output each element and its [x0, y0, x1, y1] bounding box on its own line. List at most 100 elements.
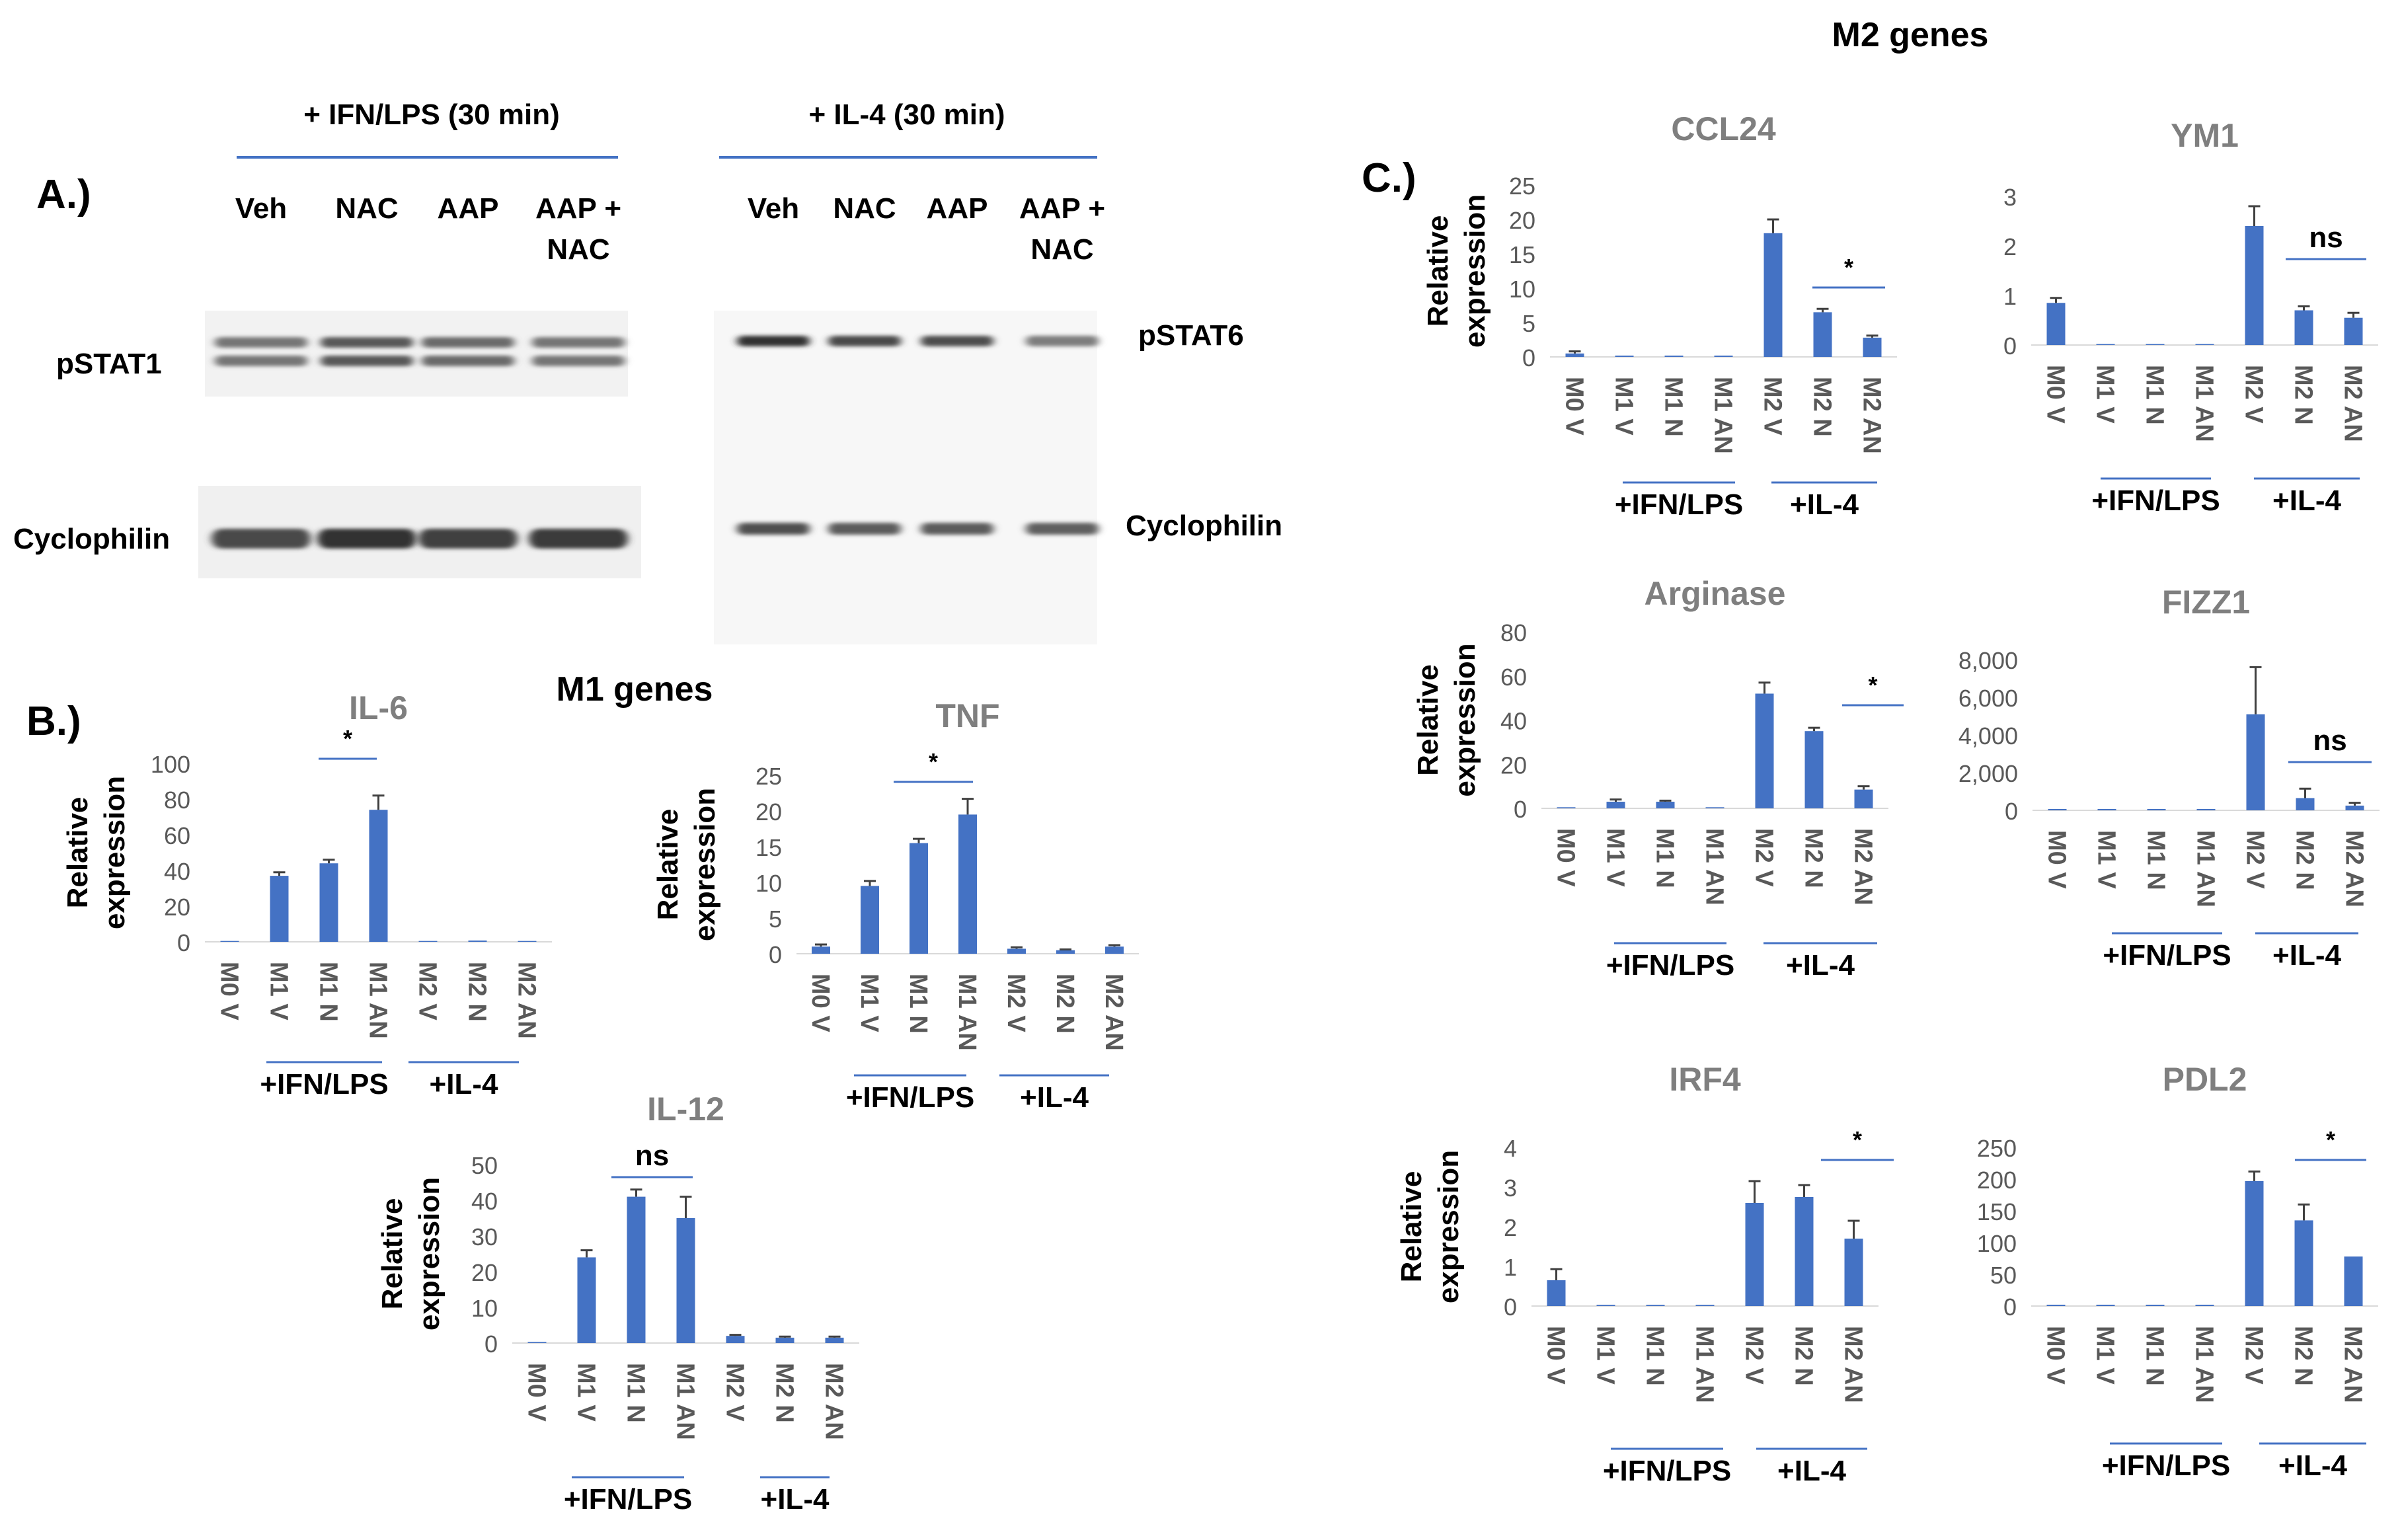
- bar: [220, 941, 239, 942]
- significance-label: ns: [635, 1139, 669, 1172]
- bar: [1844, 1239, 1863, 1306]
- cyclophilin-left-label: Cyclophilin: [13, 523, 170, 555]
- x-tick-label: M2 V: [721, 1363, 749, 1422]
- x-tick-label: M0 V: [1561, 377, 1588, 436]
- x-tick-label: M1 N: [904, 974, 932, 1034]
- chart-fizz1: FIZZ1 0 2,000 4,000 6,000 8,000 M0 V M1 V M1 N M1…: [1958, 584, 2380, 972]
- y-tick-label: 10: [471, 1295, 498, 1322]
- cyclophilin-left-band: [317, 529, 416, 549]
- bar: [1646, 1305, 1665, 1306]
- y-tick-label: 60: [164, 822, 190, 849]
- pstat6-band: [921, 336, 993, 346]
- chart-irf4: IRF4 Relative expression 0 1 2 3 4 M0 V M1 V M1 N M…: [1395, 1061, 1894, 1487]
- x-tick-label: M2 AN: [1849, 828, 1877, 905]
- x-tick-label: M2 AN: [2339, 365, 2367, 442]
- bar: [1606, 801, 1625, 808]
- y-tick-label: 4: [1504, 1135, 1517, 1162]
- x-tick-label: M0 V: [2042, 1326, 2070, 1385]
- group-label: +IFN/LPS: [846, 1081, 974, 1114]
- y-tick-label: 0: [1504, 1293, 1517, 1321]
- x-tick-label: M1 V: [855, 974, 883, 1032]
- x-tick-label: M1 AN: [2190, 1326, 2218, 1403]
- pstat1-band-upper: [321, 337, 413, 348]
- y-tick-label: 4,000: [1958, 722, 2018, 750]
- cyclophilin-right-band: [828, 523, 901, 535]
- x-tick-label: M1 N: [315, 962, 342, 1022]
- chart-pdl2: PDL2 0 50 100 150 200 250 M0 V M1 V M1 N M1 AN M2 V…: [1977, 1061, 2378, 1482]
- chart-title: Arginase: [1645, 575, 1786, 612]
- significance-label: *: [929, 748, 938, 775]
- y-tick-label: 5: [1522, 310, 1535, 337]
- bar: [2246, 714, 2265, 810]
- x-tick-label: M2 N: [2290, 1326, 2317, 1386]
- x-tick-label: M2 V: [414, 962, 442, 1020]
- significance-label: ns: [2309, 221, 2343, 254]
- bar: [270, 876, 289, 942]
- chart-title: PDL2: [2163, 1061, 2247, 1098]
- x-tick-label: M2 N: [2291, 830, 2319, 890]
- x-tick-label: M2 N: [2290, 365, 2317, 425]
- y-tick-label: 15: [1509, 241, 1535, 268]
- y-axis-label: Relative expression: [1422, 194, 1491, 348]
- bar: [577, 1257, 596, 1343]
- bar: [2046, 303, 2066, 345]
- bar: [910, 843, 928, 954]
- y-tick-label: 25: [1509, 173, 1535, 200]
- x-tick-label: M1 V: [2091, 1326, 2119, 1385]
- x-tick-label: M1 AN: [2190, 365, 2218, 442]
- pstat1-band-lower: [532, 356, 625, 366]
- lane-label-right: Veh: [748, 192, 799, 225]
- x-tick-label: M0 V: [1552, 828, 1580, 887]
- bar: [2195, 1305, 2214, 1306]
- y-tick-label: 2: [1504, 1214, 1517, 1241]
- bar: [1565, 353, 1584, 357]
- bar: [2048, 809, 2067, 810]
- chart-title: IL-6: [349, 689, 408, 726]
- y-tick-label: 5: [769, 905, 782, 933]
- y-tick-label: 0: [1522, 344, 1535, 371]
- x-tick-label: M2 V: [2240, 1326, 2268, 1385]
- group-label: +IL-4: [1777, 1455, 1846, 1487]
- bar: [2294, 310, 2313, 345]
- lane-label-left: AAP + NAC: [535, 192, 621, 266]
- bar: [2296, 798, 2315, 810]
- blot-left-top-membrane: [205, 311, 628, 397]
- chart-ccl24: CCL24 Relative expression 0 5 10 15 20 25 M0 V M1 …: [1422, 110, 1897, 521]
- x-tick-label: M1 N: [1660, 377, 1687, 437]
- bar: [1615, 356, 1634, 357]
- bar: [2245, 226, 2264, 345]
- x-tick-label: M2 N: [771, 1363, 798, 1423]
- bar: [518, 941, 537, 942]
- x-tick-label: M2 N: [1051, 974, 1079, 1034]
- panel-label-a: A.): [36, 172, 91, 217]
- y-tick-label: 40: [164, 858, 190, 885]
- lane-label-left: AAP: [438, 192, 499, 225]
- y-tick-label: 100: [1977, 1230, 2017, 1257]
- x-tick-label: M0 V: [1542, 1326, 1570, 1385]
- x-tick-label: M1 AN: [1701, 828, 1728, 905]
- x-tick-label: M1 AN: [1709, 377, 1737, 454]
- x-tick-label: M1 V: [2093, 830, 2120, 889]
- y-tick-label: 30: [471, 1223, 498, 1251]
- y-tick-label: 0: [2003, 332, 2017, 360]
- y-axis-label: Relative expression: [1395, 1150, 1465, 1303]
- bar: [1705, 807, 1724, 808]
- chart-title: FIZZ1: [2162, 584, 2250, 621]
- blot-right-title: + IL-4 (30 min): [808, 98, 1005, 131]
- bar: [2344, 317, 2363, 345]
- lane-label-right: AAP + NAC: [1019, 192, 1105, 266]
- bar: [2097, 809, 2116, 810]
- x-tick-label: M1 V: [1592, 1326, 1619, 1385]
- y-tick-label: 1: [1504, 1254, 1517, 1281]
- y-tick-label: 2,000: [1958, 760, 2018, 787]
- bar: [2146, 1305, 2165, 1306]
- bar: [2146, 344, 2165, 345]
- bar: [1763, 233, 1783, 357]
- x-tick-label: M2 V: [1759, 377, 1787, 436]
- y-tick-label: 6,000: [1958, 685, 2018, 712]
- y-tick-label: 10: [755, 870, 782, 897]
- bar: [1547, 1280, 1566, 1306]
- x-tick-label: M1 N: [2142, 830, 2170, 890]
- group-label: +IL-4: [761, 1483, 830, 1516]
- pstat6-band: [828, 336, 901, 346]
